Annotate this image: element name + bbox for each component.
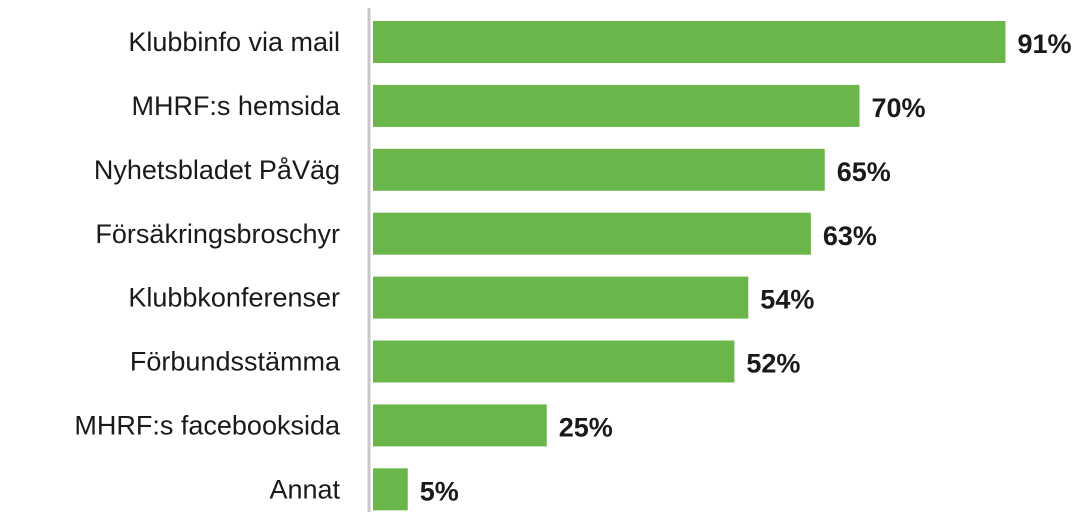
value-label: 65%	[837, 157, 891, 187]
value-label: 91%	[1017, 29, 1071, 59]
bar	[373, 468, 408, 511]
bar	[373, 212, 811, 255]
category-label: Förbundsstämma	[130, 347, 341, 377]
value-label: 70%	[872, 93, 926, 123]
category-label: Försäkringsbroschyr	[95, 219, 340, 249]
bar	[373, 340, 735, 383]
category-label: Klubbkonferenser	[128, 283, 340, 313]
value-label: 5%	[420, 476, 459, 506]
value-label: 54%	[760, 285, 814, 315]
bar	[373, 276, 749, 319]
category-label: Annat	[269, 474, 340, 504]
category-label: Nyhetsbladet PåVäg	[94, 155, 340, 185]
category-label: MHRF:s facebooksida	[74, 411, 341, 441]
bar	[373, 404, 547, 447]
value-label: 63%	[823, 221, 877, 251]
bar	[373, 84, 860, 127]
value-label: 52%	[746, 349, 800, 379]
value-label: 25%	[559, 413, 613, 443]
category-label: Klubbinfo via mail	[128, 27, 340, 57]
bar	[373, 21, 1006, 63]
category-label: MHRF:s hemsida	[131, 91, 341, 121]
bar	[373, 148, 825, 191]
